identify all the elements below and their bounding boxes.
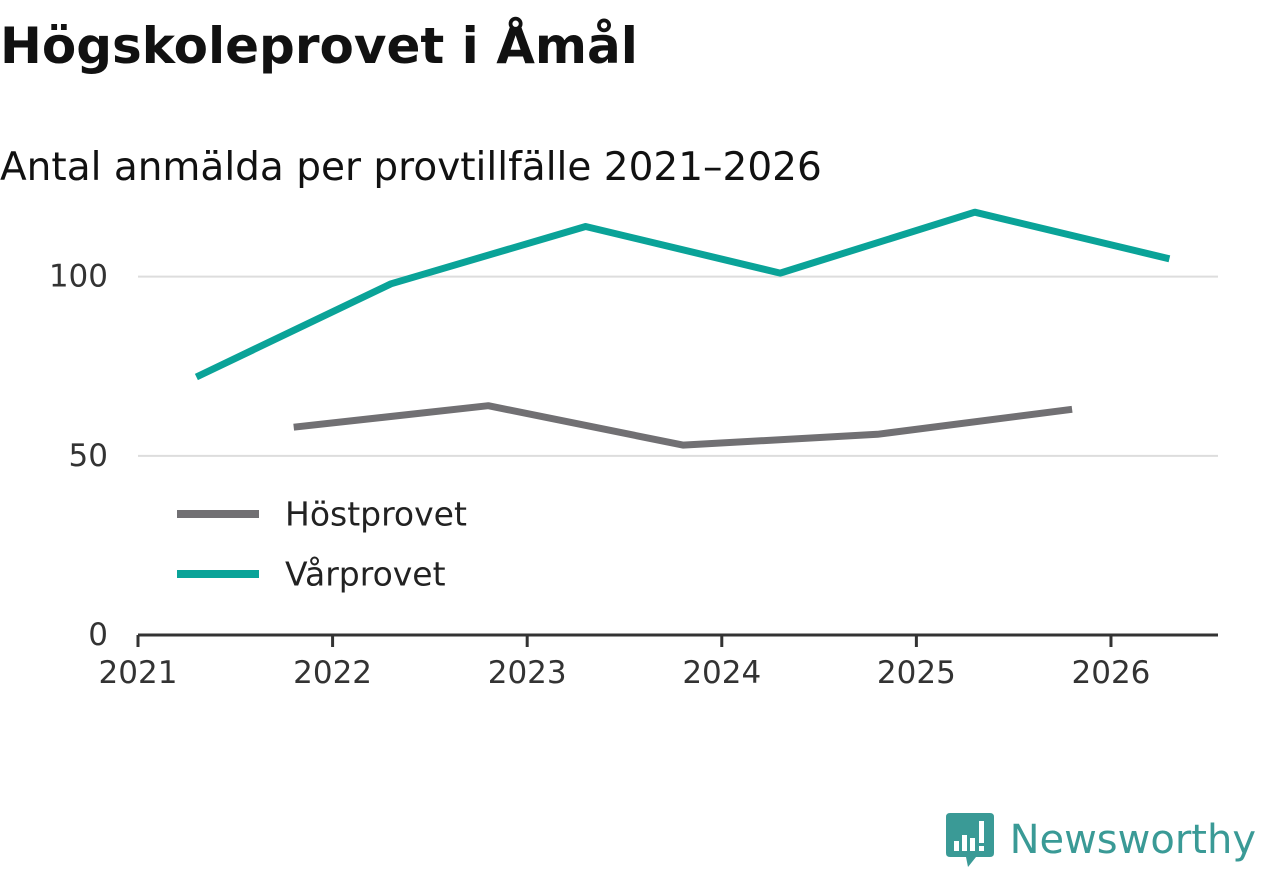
x-tick-label-2023: 2023 <box>488 655 567 691</box>
x-tick-label-2022: 2022 <box>293 655 372 691</box>
grid-lines <box>138 275 1218 457</box>
logo-bar-3 <box>969 838 975 851</box>
series-lines <box>194 208 1171 449</box>
y-axis-tick-labels: 0 50 100 <box>49 259 108 653</box>
y-tick-label-50: 50 <box>69 438 108 474</box>
logo-dot <box>978 846 984 851</box>
newsworthy-logo-icon <box>945 813 994 867</box>
x-tick-label-2021: 2021 <box>99 655 178 691</box>
legend-label-0: Höstprovet <box>285 495 467 534</box>
x-tick-label-2025: 2025 <box>877 655 956 691</box>
newsworthy-brand: Newsworthy <box>945 813 1256 867</box>
line-chart: 0 50 100 2021 2022 2023 2024 2025 2026 Höstprov… <box>49 208 1218 691</box>
chart-subtitle: Antal anmälda per provtillfälle 2021–202… <box>0 145 822 190</box>
x-axis-tick-labels: 2021 2022 2023 2024 2025 2026 <box>99 655 1151 691</box>
series-line-0 <box>293 402 1073 449</box>
logo-bar-1 <box>953 841 959 851</box>
legend-label-1: Vårprovet <box>285 555 446 594</box>
legend: Höstprovet Vårprovet <box>163 492 499 630</box>
x-axis <box>136 633 1218 647</box>
x-tick-label-2024: 2024 <box>682 655 761 691</box>
x-tick-label-2026: 2026 <box>1072 655 1151 691</box>
chart-title: Högskoleprovet i Åmål <box>0 17 638 75</box>
y-tick-label-0: 0 <box>88 617 108 653</box>
series-line-1 <box>194 208 1171 381</box>
brand-name: Newsworthy <box>1009 817 1256 863</box>
y-tick-label-100: 100 <box>49 259 108 295</box>
logo-bar-2 <box>961 835 967 851</box>
logo-bar-4 <box>978 821 984 843</box>
